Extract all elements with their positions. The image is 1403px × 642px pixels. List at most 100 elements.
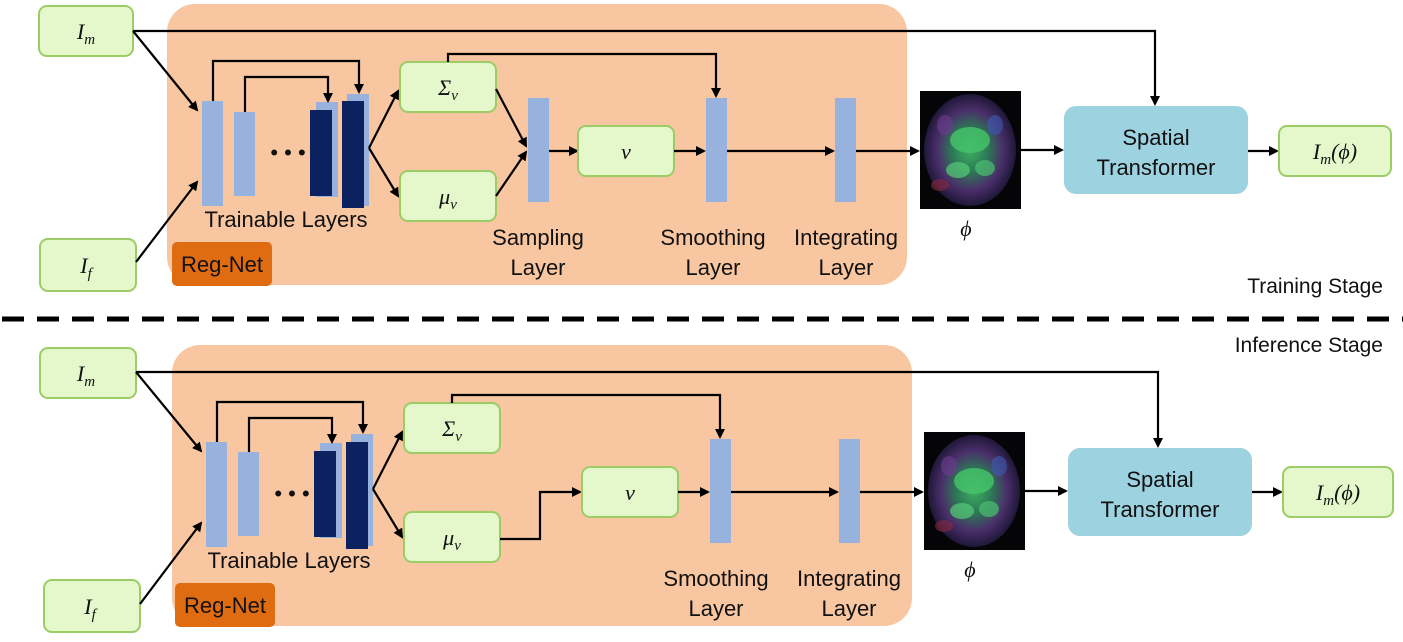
training-phi-label: ϕ [960, 216, 971, 241]
training-moving-image-node: Im [38, 5, 134, 57]
inf-sigma-base: Σ [441, 416, 455, 441]
training-reg-net-badge: Reg-Net [172, 242, 272, 286]
sigma-base: Σ [437, 75, 451, 100]
training-smoothing-layer [706, 98, 727, 202]
svg-text:Im: Im [76, 19, 95, 48]
training-output-node: Im(ϕ) [1278, 125, 1392, 177]
inference-sigma-to-smoothing-arrow [450, 393, 725, 439]
inference-if-to-net-arrow [139, 521, 203, 605]
svg-text:Im(ϕ): Im(ϕ) [1315, 480, 1360, 509]
training-mu-to-sampling-arrow [495, 150, 528, 197]
inference-im-to-st-arrow [136, 370, 1163, 448]
training-im-to-net-arrow [132, 30, 199, 112]
training-reg-net-label: Reg-Net [181, 252, 263, 277]
inference-to-mu-arrow [372, 488, 404, 539]
fixed-image-sub: f [88, 266, 94, 282]
svg-text:Im: Im [76, 361, 95, 390]
inference-phi-label: ϕ [964, 557, 975, 582]
training-sigma-node: Σv [399, 61, 497, 113]
inference-smoothing-label-1: Smoothing [663, 566, 768, 591]
inf-mu-base: μ [442, 525, 454, 550]
moving-image-sub: m [84, 32, 95, 48]
training-layer-2 [234, 112, 255, 196]
training-spatial-transformer: Spatial Transformer [1064, 106, 1248, 194]
inference-reg-net-badge: Reg-Net [175, 583, 275, 627]
inference-ellipsis: • • • [274, 481, 309, 506]
inference-skip-inner [247, 416, 337, 452]
svg-text:Σv: Σv [441, 416, 462, 445]
training-integrating-label-2: Layer [818, 255, 873, 280]
inference-layer-1 [206, 442, 227, 547]
mu-sub: v [450, 197, 457, 213]
inference-moving-image-node: Im [39, 347, 137, 399]
inference-spatial-transformer: Spatial Transformer [1068, 448, 1252, 536]
fixed-image-base: I [79, 253, 89, 278]
inference-mu-node: μv [403, 511, 501, 563]
inference-output-node: Im(ϕ) [1282, 466, 1394, 518]
svg-text:μv: μv [442, 525, 461, 554]
inference-mu-to-v-arrow [500, 487, 582, 541]
training-section: Im If • • • Trainable Layers Reg-Net [38, 4, 1392, 298]
training-smoothing-label-1: Smoothing [660, 225, 765, 250]
output-base: I [1312, 139, 1322, 164]
training-mu-node: μv [399, 170, 497, 222]
training-stage-label: Training Stage [1247, 275, 1383, 298]
inference-st-label-1: Spatial [1126, 467, 1193, 492]
output-tail: (ϕ) [1331, 139, 1357, 164]
training-if-to-net-arrow [135, 180, 199, 263]
sampling-label-1: Sampling [492, 225, 584, 250]
inf-output-base: I [1315, 480, 1325, 505]
inference-panel [172, 345, 912, 626]
inference-integrating-layer [839, 439, 860, 543]
training-velocity-node: v [577, 125, 675, 177]
inference-to-sigma-arrow [372, 430, 403, 490]
training-st-label-1: Spatial [1122, 125, 1189, 150]
training-trainable-layers-label: Trainable Layers [204, 207, 367, 232]
inf-mu-sub: v [454, 538, 461, 554]
mu-base: μ [438, 184, 450, 209]
svg-text:μv: μv [438, 184, 457, 213]
inference-trainable-layers-label: Trainable Layers [207, 548, 370, 573]
inference-layer-3 [314, 451, 336, 537]
training-im-to-st-arrow [133, 29, 1160, 106]
inference-stage-label: Inference Stage [1235, 334, 1383, 357]
inf-output-sub: m [1323, 493, 1334, 509]
inf-output-tail: (ϕ) [1334, 480, 1360, 505]
training-integrating-label-1: Integrating [794, 225, 898, 250]
output-sub: m [1320, 152, 1331, 168]
inference-layer-2 [238, 452, 259, 536]
moving-image-base: I [76, 19, 86, 44]
inference-sigma-node: Σv [403, 402, 501, 454]
training-fixed-image-node: If [39, 238, 137, 292]
training-to-sigma-arrow [368, 89, 399, 149]
training-sampling-layer [528, 98, 549, 202]
training-st-label-2: Transformer [1097, 155, 1216, 180]
training-deformation-field-image [920, 91, 1021, 209]
svg-text:If: If [79, 253, 93, 282]
training-layer-4 [342, 101, 364, 208]
inf-moving-image-sub: m [84, 374, 95, 390]
training-ellipsis: • • • [270, 140, 305, 165]
training-sigma-to-smoothing-arrow [446, 52, 721, 98]
inference-im-to-net-arrow [135, 371, 203, 453]
inference-layer-4 [346, 442, 368, 549]
inference-integrating-label-2: Layer [821, 596, 876, 621]
inference-st-label-2: Transformer [1101, 497, 1220, 522]
training-integrating-layer [835, 98, 856, 202]
inf-fixed-image-base: I [83, 594, 93, 619]
inf-fixed-image-sub: f [92, 607, 98, 623]
sigma-sub: v [451, 88, 458, 104]
inference-section: Inference Stage Im If • • • Trainable La… [39, 334, 1394, 633]
svg-text:Im(ϕ): Im(ϕ) [1312, 139, 1357, 168]
inference-velocity-node: v [581, 466, 679, 518]
training-velocity-label: v [621, 139, 631, 164]
inference-smoothing-layer [710, 439, 731, 543]
training-skip-outer [211, 59, 364, 101]
sampling-label-2: Layer [510, 255, 565, 280]
inference-smoothing-label-2: Layer [688, 596, 743, 621]
training-sigma-to-sampling-arrow [495, 88, 527, 148]
training-to-mu-arrow [368, 147, 400, 198]
inference-skip-outer [215, 400, 368, 442]
inf-moving-image-base: I [76, 361, 86, 386]
inference-integrating-label-1: Integrating [797, 566, 901, 591]
